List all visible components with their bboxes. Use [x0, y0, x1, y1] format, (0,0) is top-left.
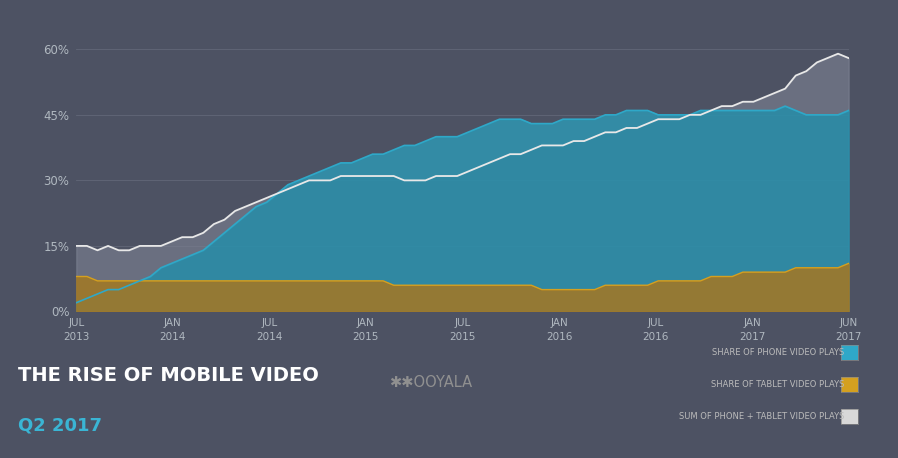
- Text: ✱✱OOYALA: ✱✱OOYALA: [390, 375, 472, 390]
- Text: Q2 2017: Q2 2017: [18, 417, 102, 435]
- Text: SHARE OF TABLET VIDEO PLAYS: SHARE OF TABLET VIDEO PLAYS: [710, 380, 844, 389]
- Text: SHARE OF PHONE VIDEO PLAYS: SHARE OF PHONE VIDEO PLAYS: [712, 348, 844, 357]
- Text: THE RISE OF MOBILE VIDEO: THE RISE OF MOBILE VIDEO: [18, 366, 319, 385]
- Text: SUM OF PHONE + TABLET VIDEO PLAYS: SUM OF PHONE + TABLET VIDEO PLAYS: [679, 412, 844, 421]
